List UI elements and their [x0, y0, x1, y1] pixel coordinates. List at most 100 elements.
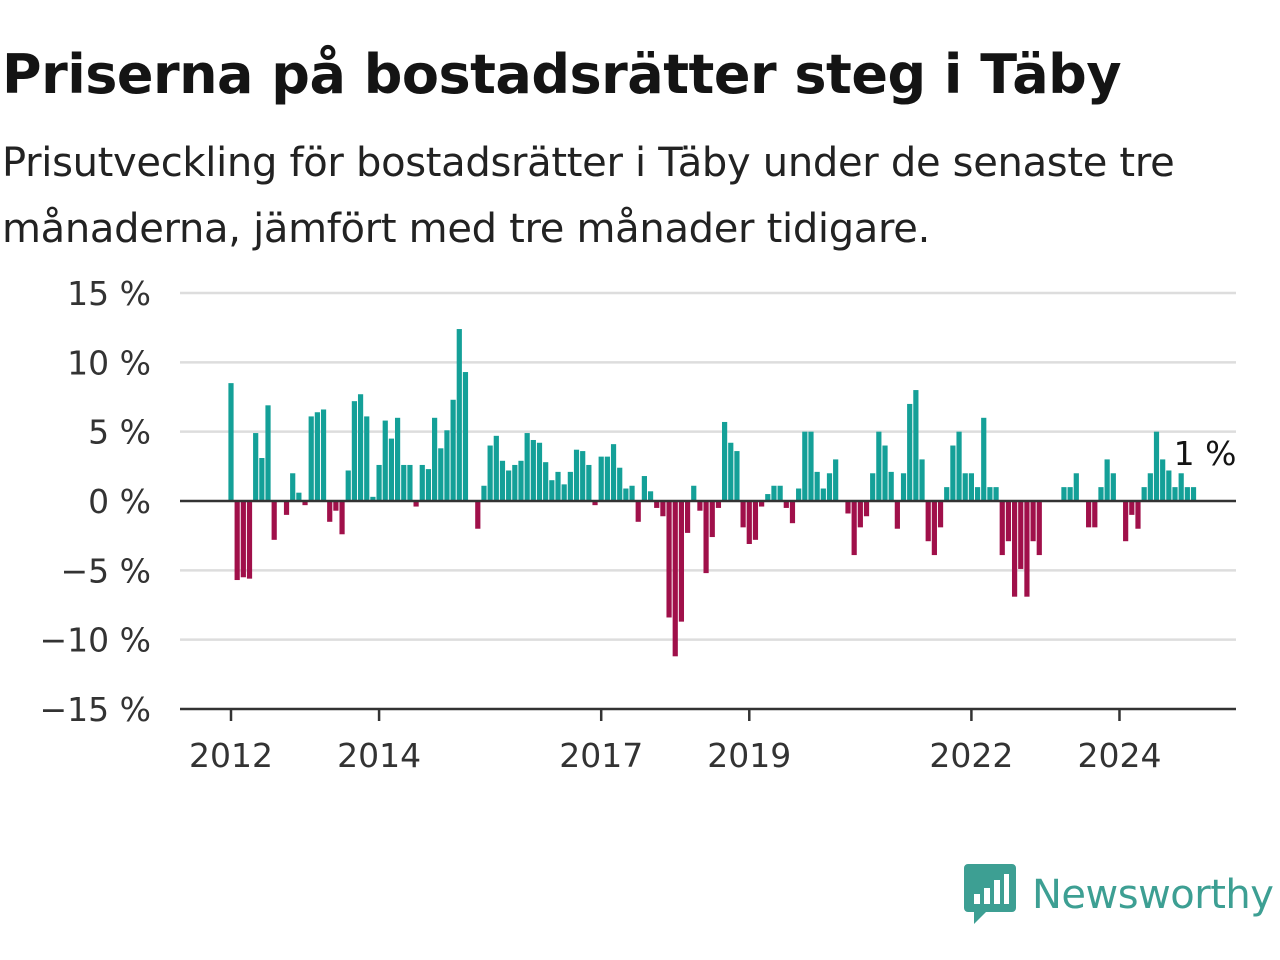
- bar: [530, 439, 536, 501]
- bar: [913, 390, 919, 501]
- bar: [419, 464, 425, 501]
- bar: [499, 460, 506, 501]
- bar: [1184, 487, 1190, 501]
- bar: [635, 501, 641, 522]
- bar: [987, 487, 993, 501]
- bar: [524, 433, 530, 501]
- bar: [413, 501, 419, 507]
- bar: [1005, 501, 1012, 542]
- y-tick-label: −15 %: [40, 690, 152, 729]
- x-tick-label: 2024: [1077, 736, 1161, 775]
- bar: [931, 501, 937, 556]
- bar: [765, 494, 771, 501]
- bar: [962, 473, 968, 501]
- bar: [592, 501, 598, 506]
- bar: [598, 456, 604, 501]
- x-tick-label: 2022: [929, 736, 1013, 775]
- bar: [950, 445, 956, 501]
- bar: [290, 473, 296, 501]
- bar: [456, 329, 462, 501]
- bar: [573, 449, 580, 501]
- bar: [740, 501, 746, 528]
- bar: [1153, 431, 1160, 501]
- bar: [684, 501, 691, 533]
- latest-value-label: 1 %: [1174, 434, 1237, 473]
- bar: [968, 473, 974, 501]
- bar: [357, 394, 364, 501]
- bar: [512, 464, 518, 501]
- bar: [974, 487, 981, 501]
- axes: 15 % 10 % 5 % 0 % −5 % −10 % −15 % 2012 2014 2017…: [40, 274, 1236, 775]
- bar: [900, 473, 907, 501]
- bar: [894, 501, 900, 529]
- bar: [759, 501, 765, 507]
- gridlines: [180, 291, 1236, 641]
- bar: [425, 469, 432, 501]
- bar: [228, 383, 234, 501]
- bar: [567, 471, 573, 501]
- bar: [1147, 473, 1153, 501]
- bar: [302, 501, 308, 506]
- bar: [462, 372, 469, 501]
- bar: [536, 442, 543, 501]
- bar: [1141, 487, 1147, 501]
- bar: [234, 501, 240, 581]
- bar: [851, 501, 857, 556]
- bar: [549, 480, 555, 501]
- bar: [1110, 473, 1116, 501]
- bar: [296, 492, 302, 501]
- bar: [432, 417, 438, 501]
- bar: [888, 471, 894, 501]
- bar: [833, 459, 839, 501]
- x-tick-label: 2019: [707, 736, 791, 775]
- bar: [796, 488, 802, 501]
- bar: [394, 417, 401, 501]
- bar: [1160, 459, 1166, 501]
- bar: [789, 501, 796, 524]
- bar: [1166, 470, 1172, 501]
- bar: [907, 403, 913, 501]
- bar: [1036, 501, 1042, 556]
- bar: [925, 501, 931, 542]
- bar: [1104, 459, 1110, 501]
- bar: [604, 456, 610, 501]
- bar: [364, 416, 370, 501]
- bar: [351, 401, 357, 501]
- bar: [808, 431, 814, 501]
- y-tick-label: −10 %: [40, 621, 152, 660]
- bar: [666, 501, 672, 618]
- bar: [586, 464, 592, 501]
- bar: [493, 435, 499, 501]
- bar: [450, 399, 456, 501]
- bar: [506, 470, 512, 501]
- bar: [1190, 487, 1197, 501]
- bar: [610, 444, 617, 501]
- bar: [771, 485, 777, 501]
- bar: [320, 409, 327, 501]
- chart-title: Priserna på bostadsrätter steg i Täby: [2, 43, 1122, 106]
- bar: [246, 501, 253, 579]
- bar: [580, 451, 586, 501]
- bar: [629, 485, 635, 501]
- bar: [561, 484, 567, 501]
- bar: [345, 470, 351, 501]
- bar: [654, 501, 660, 508]
- bar: [956, 431, 962, 501]
- bar: [1018, 501, 1024, 569]
- bar: [1123, 501, 1129, 542]
- bar: [370, 496, 376, 501]
- bar: [857, 501, 863, 528]
- bar: [487, 445, 493, 501]
- bar: [1061, 487, 1067, 501]
- bar: [820, 488, 826, 501]
- bar: [1067, 487, 1073, 501]
- y-tick-label: 0 %: [88, 482, 151, 521]
- y-tick-label: 5 %: [88, 413, 151, 452]
- bar: [1030, 501, 1036, 542]
- bar: [777, 485, 783, 501]
- y-tick-label: −5 %: [61, 551, 152, 590]
- bar: [265, 405, 271, 501]
- bar: [783, 501, 789, 508]
- bar: [1172, 487, 1178, 501]
- bar: [870, 473, 876, 501]
